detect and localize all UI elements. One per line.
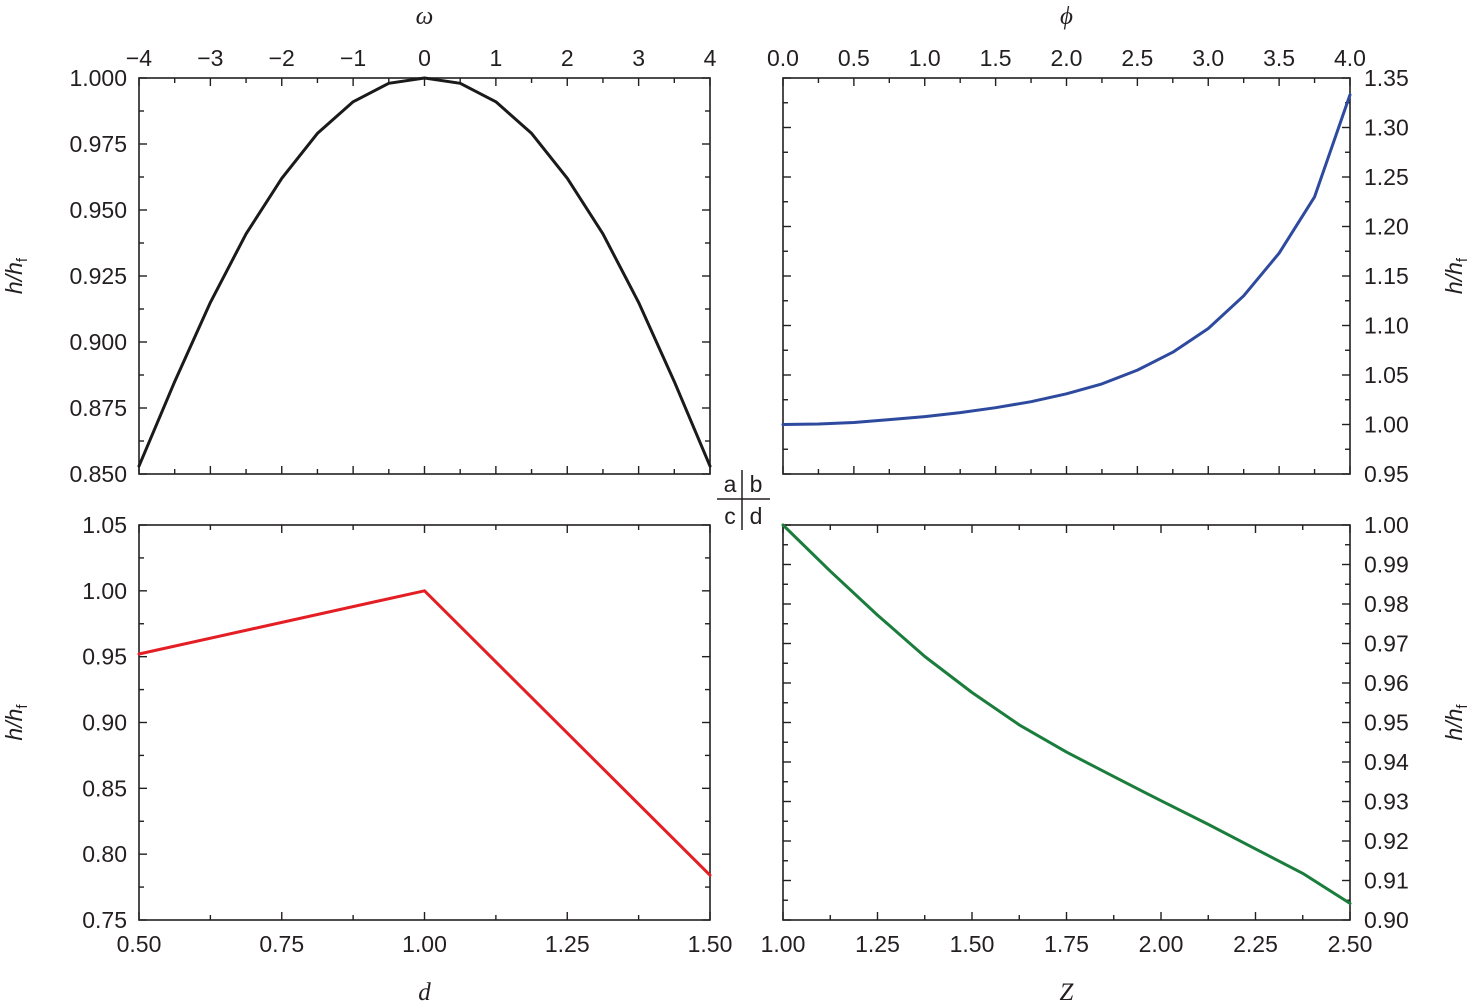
y-tick-label: 0.950 — [69, 197, 127, 223]
x-tick-label: 2.00 — [1139, 931, 1184, 957]
x-tick-label: 2.5 — [1121, 45, 1153, 71]
x-tick-label: 1.50 — [688, 931, 733, 957]
panel-key-a: a — [724, 471, 737, 497]
y-tick-label: 0.92 — [1364, 828, 1409, 854]
y-tick-label: 1.35 — [1364, 65, 1409, 91]
x-tick-label: 1.25 — [855, 931, 900, 957]
y-tick-label: 0.90 — [82, 710, 127, 736]
y-tick-label: 1.10 — [1364, 313, 1409, 339]
x-tick-label: −4 — [126, 45, 152, 71]
x-tick-label: 1 — [489, 45, 502, 71]
x-tick-label: 0 — [418, 45, 431, 71]
y-tick-label: 1.05 — [1364, 362, 1409, 388]
x-tick-label: −2 — [269, 45, 295, 71]
y-tick-label: 0.85 — [82, 775, 127, 801]
x-tick-label: 4 — [704, 45, 717, 71]
y-axis-title: h/hf — [1441, 704, 1471, 741]
y-axis-title-subscript: f — [14, 704, 31, 709]
panel-a-chart: −4 −3 −2 −1 0 1 2 3 4 0.850 0.875 0.900 0.925 0.950 0.… — [1, 3, 717, 487]
x-axis-title: ω — [416, 3, 434, 30]
x-tick-label: 1.75 — [1044, 931, 1089, 957]
x-tick-label: 1.50 — [950, 931, 995, 957]
y-tick-label: 0.80 — [82, 841, 127, 867]
x-tick-label: 1.0 — [909, 45, 941, 71]
x-tick-label: 1.00 — [402, 931, 447, 957]
x-tick-label: 1.25 — [545, 931, 590, 957]
y-tick-label: 0.95 — [1364, 461, 1409, 487]
panel-c-chart: 0.50 0.75 1.00 1.25 1.500.750.800.850.900.95… — [1, 512, 732, 1005]
y-axis-title-subscript: f — [1454, 257, 1471, 262]
y-axis-title-main: h/h — [1, 262, 27, 294]
x-tick-label: 2.0 — [1051, 45, 1083, 71]
y-tick-label: 1.20 — [1364, 214, 1409, 240]
y-axis-title: h/hf — [1, 257, 31, 294]
x-tick-label: −3 — [197, 45, 223, 71]
y-tick-label: 0.94 — [1364, 749, 1409, 775]
plot-frame — [782, 524, 1351, 921]
y-tick-label: 0.98 — [1364, 591, 1409, 617]
x-tick-label: 4.0 — [1334, 45, 1366, 71]
series-line — [781, 523, 1352, 905]
y-tick-label: 0.93 — [1364, 789, 1409, 815]
x-tick-label: 1.5 — [980, 45, 1012, 71]
panel-key-d: d — [750, 503, 763, 529]
y-tick-label: 1.00 — [82, 578, 127, 604]
y-tick-label: 1.15 — [1364, 263, 1409, 289]
plot-frame — [782, 77, 1351, 475]
y-tick-label: 0.99 — [1364, 552, 1409, 578]
x-tick-label: 0.75 — [259, 931, 304, 957]
y-tick-label: 1.000 — [69, 65, 127, 91]
panel-key-b: b — [750, 471, 763, 497]
x-tick-label: 0.5 — [838, 45, 870, 71]
y-tick-label: 0.96 — [1364, 670, 1409, 696]
y-tick-label: 0.97 — [1364, 631, 1409, 657]
x-tick-label: 2.25 — [1233, 931, 1278, 957]
x-tick-label: 3.0 — [1192, 45, 1224, 71]
panel-b-chart: 0.0 0.5 1.0 1.5 2.0 2.5 3.0 3.5 4.0 0.95 1.00 1.05 1… — [767, 3, 1471, 487]
y-tick-label: 0.75 — [82, 907, 127, 933]
x-tick-label: 0.0 — [767, 45, 799, 71]
y-axis-title-subscript: f — [14, 257, 31, 262]
y-tick-label: 0.850 — [69, 461, 127, 487]
y-tick-label: 0.95 — [82, 644, 127, 670]
x-tick-label: 1.00 — [761, 931, 806, 957]
x-tick-label: 3 — [632, 45, 645, 71]
y-tick-label: 0.875 — [69, 395, 127, 421]
panel-key-c: c — [724, 503, 736, 529]
y-tick-label: 0.90 — [1364, 907, 1409, 933]
y-axis-title: h/hf — [1441, 257, 1471, 294]
panel-d-chart: 1.00 1.25 1.50 1.75 2.00 2.25 2.500.90 0.91 0.92… — [761, 512, 1471, 1005]
y-tick-label: 1.05 — [82, 512, 127, 538]
y-tick-label: 0.91 — [1364, 868, 1409, 894]
y-axis-title: h/hf — [1, 704, 31, 741]
y-axis-title-main: h/h — [1441, 709, 1467, 741]
plot-frame — [138, 524, 711, 921]
x-axis-title: ϕ — [1060, 3, 1073, 30]
y-tick-label: 0.900 — [69, 329, 127, 355]
series-line — [137, 76, 712, 468]
y-axis-title-main: h/h — [1441, 262, 1467, 294]
panel-key: a b c d — [717, 470, 770, 530]
x-axis-title: Z — [1060, 979, 1075, 1005]
x-tick-label: 3.5 — [1263, 45, 1295, 71]
y-tick-label: 1.00 — [1364, 512, 1409, 538]
x-tick-label: 2 — [561, 45, 574, 71]
x-axis-title: d — [418, 979, 431, 1005]
y-tick-label: 1.25 — [1364, 164, 1409, 190]
x-tick-label: 0.50 — [117, 931, 162, 957]
y-axis-title-main: h/h — [1, 709, 27, 741]
y-tick-label: 1.30 — [1364, 115, 1409, 141]
x-tick-label: 2.50 — [1328, 931, 1373, 957]
y-axis-title-subscript: f — [1454, 704, 1471, 709]
series-line — [137, 589, 712, 877]
y-tick-label: 0.975 — [69, 131, 127, 157]
x-tick-label: −1 — [340, 45, 366, 71]
y-tick-label: 0.925 — [69, 263, 127, 289]
series-line — [781, 93, 1352, 426]
y-tick-label: 0.95 — [1364, 710, 1409, 736]
y-tick-label: 1.00 — [1364, 412, 1409, 438]
